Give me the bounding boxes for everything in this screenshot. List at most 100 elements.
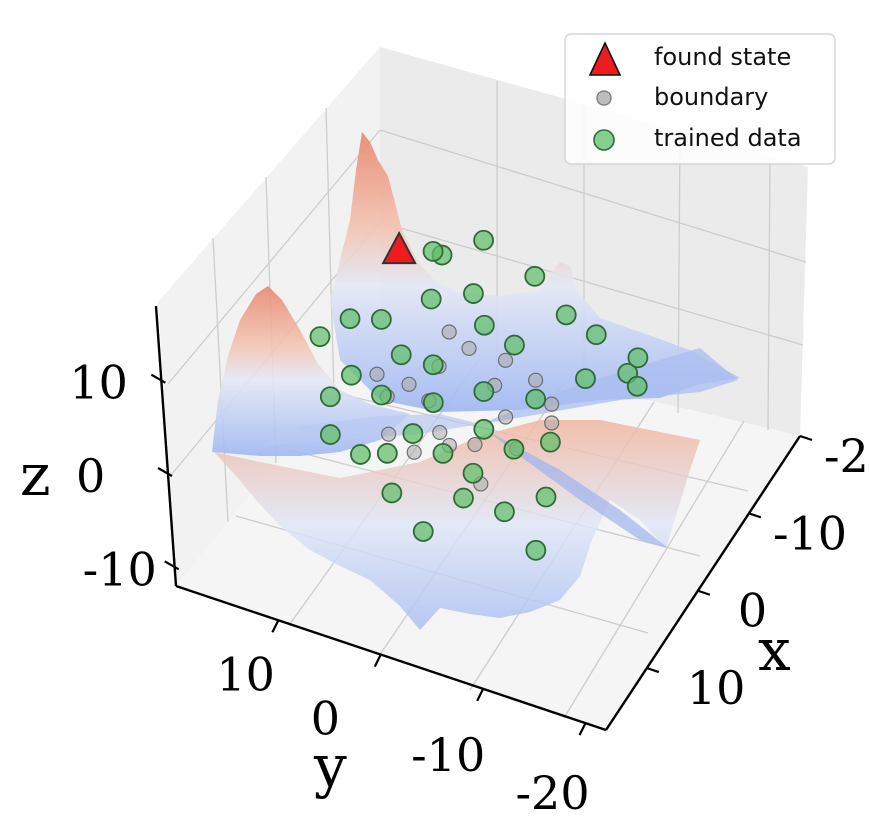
trained-data-point bbox=[626, 375, 648, 397]
boundary-point bbox=[467, 436, 483, 453]
surface-spike-lower-right bbox=[486, 430, 668, 548]
boundary-point bbox=[544, 415, 560, 431]
boundary-point bbox=[406, 444, 422, 460]
trained-data-point bbox=[402, 423, 424, 444]
z-tick bbox=[157, 467, 173, 477]
trained-data-point bbox=[350, 444, 371, 465]
grid-line bbox=[767, 156, 771, 431]
legend-box bbox=[564, 33, 836, 165]
trained-data-point bbox=[473, 418, 495, 440]
grid-line bbox=[212, 237, 229, 523]
trained-data-point bbox=[555, 304, 577, 326]
z-axis-label: z bbox=[20, 441, 51, 509]
y-tick bbox=[373, 654, 382, 668]
y-tick-label: 0 bbox=[311, 692, 340, 746]
surface-spike-left bbox=[260, 414, 480, 446]
trained-data-point bbox=[585, 324, 607, 346]
x-tick bbox=[697, 589, 711, 596]
boundary-point bbox=[432, 424, 448, 441]
trained-data-point bbox=[420, 288, 442, 310]
x-tick bbox=[748, 512, 762, 519]
boundary-point bbox=[544, 396, 560, 412]
grid-line bbox=[563, 420, 745, 719]
trained-data-point bbox=[422, 240, 444, 262]
trained-data-point bbox=[463, 283, 484, 304]
trained-data-point bbox=[473, 381, 495, 402]
trained-data-point bbox=[575, 368, 596, 390]
legend-label-found-state: found state bbox=[654, 43, 791, 71]
trained-data-point bbox=[453, 487, 474, 509]
y-tick-label: -10 bbox=[411, 728, 485, 782]
grid-line bbox=[325, 107, 335, 395]
surface-left-peak bbox=[212, 286, 410, 456]
trained-data-series bbox=[309, 229, 649, 561]
boundary-point bbox=[369, 366, 385, 382]
y-axis-label: y bbox=[313, 732, 347, 800]
z-tick-label: 0 bbox=[76, 449, 105, 503]
z-tick-label: 10 bbox=[69, 356, 128, 410]
z-axis-line bbox=[154, 305, 178, 587]
trained-data-point bbox=[390, 344, 412, 366]
z-tick-label: -10 bbox=[83, 542, 157, 596]
trained-data-point bbox=[539, 431, 561, 453]
trained-data-point bbox=[371, 384, 392, 406]
trained-data-point bbox=[494, 501, 515, 523]
x-tick-label: -10 bbox=[773, 506, 847, 560]
boundary-point bbox=[461, 340, 477, 357]
y-tick bbox=[578, 722, 587, 736]
trained-data-point bbox=[504, 334, 525, 356]
y-tick-label: 10 bbox=[216, 647, 275, 701]
x-tick-label: -20 bbox=[824, 429, 870, 483]
trained-data-point bbox=[627, 347, 649, 369]
boundary-point bbox=[498, 409, 514, 425]
boundary-point bbox=[381, 426, 397, 442]
legend: found state boundary trained data bbox=[564, 33, 836, 165]
x-tick bbox=[646, 667, 660, 674]
axis-ticks bbox=[150, 373, 813, 736]
trained-data-point bbox=[319, 386, 341, 408]
z-tick bbox=[164, 560, 180, 571]
legend-marker-found-state bbox=[588, 41, 622, 76]
trained-data-point bbox=[525, 388, 547, 410]
x-tick-label: 10 bbox=[687, 661, 746, 715]
trained-data-point bbox=[319, 424, 341, 445]
trained-data-point bbox=[503, 438, 525, 460]
trained-data-point bbox=[473, 229, 494, 251]
trained-data-point bbox=[525, 539, 547, 561]
grid-line bbox=[379, 129, 807, 263]
found-state-series bbox=[381, 231, 417, 265]
found-state-point bbox=[381, 231, 417, 265]
trained-data-point bbox=[473, 314, 495, 336]
trained-data-point bbox=[524, 265, 546, 287]
x-tick-label: 0 bbox=[738, 584, 767, 638]
x-axis-line bbox=[604, 435, 802, 731]
legend-label-trained-data: trained data bbox=[654, 124, 802, 152]
y-tick-label: -20 bbox=[516, 766, 590, 820]
boundary-point bbox=[528, 372, 544, 388]
trained-data-point bbox=[535, 486, 557, 508]
trained-data-point bbox=[422, 354, 444, 376]
grid-line bbox=[167, 129, 381, 385]
y-axis-line bbox=[175, 584, 607, 732]
boundary-point bbox=[441, 324, 457, 340]
legend-marker-trained-data bbox=[593, 129, 615, 151]
trained-data-point bbox=[340, 364, 362, 386]
y-tick bbox=[271, 619, 280, 633]
legend-label-boundary: boundary bbox=[654, 83, 768, 111]
trained-data-point bbox=[381, 482, 403, 504]
trained-data-point bbox=[309, 326, 331, 348]
trained-data-point bbox=[432, 442, 454, 464]
trained-data-point bbox=[339, 308, 361, 330]
surface-back-peak bbox=[330, 132, 740, 412]
boundary-series bbox=[369, 324, 560, 492]
legend-marker-boundary bbox=[596, 90, 612, 106]
y-tick bbox=[476, 688, 485, 702]
boundary-point bbox=[497, 352, 514, 368]
boundary-point bbox=[401, 376, 417, 392]
trained-data-point bbox=[462, 462, 484, 484]
axis-lines bbox=[154, 305, 802, 732]
trained-data-point bbox=[422, 392, 444, 413]
z-tick bbox=[150, 373, 166, 384]
trained-data-point bbox=[370, 309, 392, 330]
